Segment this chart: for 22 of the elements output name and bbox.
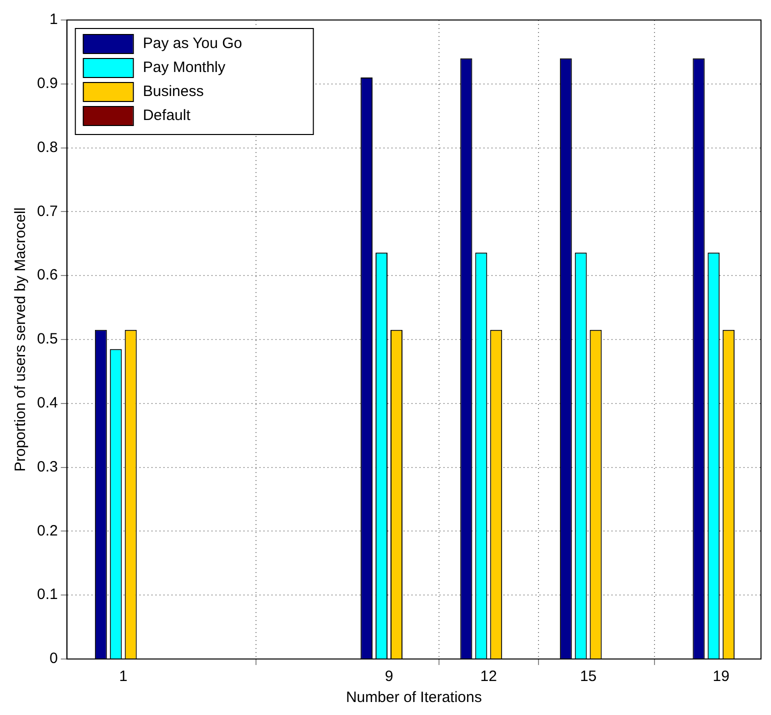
x-tick-label: 12 bbox=[480, 668, 497, 686]
x-tick-label: 1 bbox=[119, 668, 128, 686]
x-tick-label: 19 bbox=[712, 668, 730, 686]
x-tick-label: 15 bbox=[580, 668, 597, 686]
y-tick-label: 1 bbox=[50, 11, 58, 28]
legend-label: Default bbox=[142, 107, 192, 124]
y-tick-label: 0.9 bbox=[36, 75, 58, 92]
x-axis-title: Number of Iterations bbox=[346, 689, 482, 706]
y-tick-label: 0 bbox=[50, 650, 58, 668]
legend-label: Business bbox=[142, 83, 204, 100]
y-axis-title: Proportion of users served by Macrocell bbox=[12, 207, 30, 472]
y-tick-label: 0.2 bbox=[36, 522, 58, 540]
y-tick-label: 0.8 bbox=[36, 138, 58, 156]
y-tick-label: 0.7 bbox=[36, 202, 58, 220]
y-tick-label: 0.3 bbox=[36, 458, 58, 476]
y-tick-label: 0.6 bbox=[36, 266, 58, 284]
y-tick-label: 0.5 bbox=[36, 330, 58, 348]
legend-label: Pay as You Go bbox=[142, 35, 242, 52]
x-tick-label: 9 bbox=[384, 668, 394, 686]
y-tick-label: 0.1 bbox=[36, 586, 58, 604]
y-tick-label: 0.4 bbox=[36, 394, 58, 412]
legend-label: Pay Monthly bbox=[142, 59, 226, 76]
